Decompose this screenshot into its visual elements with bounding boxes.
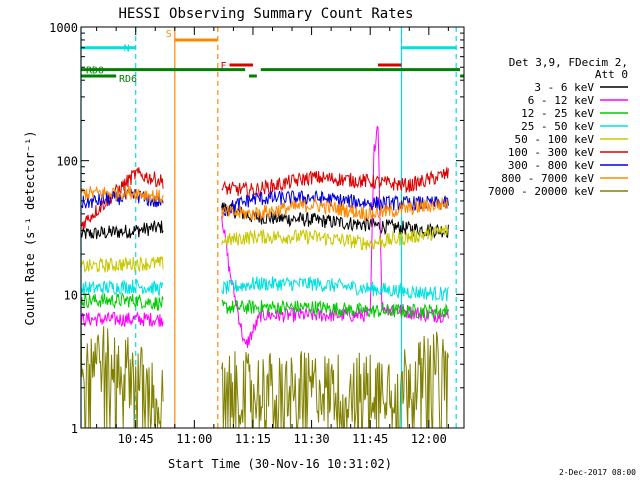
annotation-label-0: N: [124, 44, 130, 55]
series-4-segment-1: [221, 224, 449, 251]
axes: 10:45 11:00 11:15 11:30 11:45 12:00 1 10 100 1000: [49, 21, 465, 446]
series-7: [80, 185, 449, 222]
series-0-segment-1: [221, 202, 449, 239]
series-0: [80, 202, 449, 240]
legend-label-4: 50 - 100 keV: [515, 133, 595, 146]
y-tick-label-3: 1000: [49, 21, 78, 35]
series-3-segment-0: [80, 278, 164, 298]
y-tick-label-2: 100: [56, 155, 78, 169]
series-7-segment-0: [80, 185, 164, 204]
series-7-segment-1: [221, 197, 449, 222]
y-tick-label-1: 10: [64, 288, 78, 302]
annotation-label-2: S: [166, 29, 172, 40]
y-tick-label-0: 1: [71, 422, 78, 436]
series-4: [80, 224, 449, 273]
series-8: [80, 314, 449, 429]
legend-label-8: 7000 - 20000 keV: [488, 185, 594, 198]
series-8-segment-0: [80, 314, 164, 429]
legend-label-2: 12 - 25 keV: [521, 107, 594, 120]
y-axis-label: Count Rate (s⁻¹ detector⁻¹): [23, 130, 37, 325]
x-axis-label: Start Time (30-Nov-16 10:31:02): [168, 457, 392, 471]
chart-title: HESSI Observing Summary Count Rates: [118, 6, 413, 22]
series-layer: [80, 125, 449, 429]
series-1-segment-0: [80, 311, 164, 328]
legend-label-1: 6 - 12 keV: [528, 94, 595, 107]
x-tick-label-3: 11:30: [294, 432, 330, 446]
legend-header-line-1: Det 3,9, FDecim 2,: [509, 56, 628, 69]
series-3: [80, 276, 449, 302]
legend-label-5: 100 - 300 keV: [508, 146, 594, 159]
series-3-segment-1: [221, 276, 449, 302]
series-2-segment-1: [221, 299, 449, 319]
timestamp: 2-Dec-2017 08:00: [559, 468, 636, 477]
x-tick-label-0: 10:45: [118, 432, 154, 446]
legend-header-line-2: Att 0: [595, 68, 628, 81]
legend-label-3: 25 - 50 keV: [521, 120, 594, 133]
annotation-label-5: RD0: [86, 66, 104, 77]
legend-label-0: 3 - 6 keV: [534, 81, 594, 94]
x-tick-label-1: 11:00: [176, 432, 212, 446]
x-tick-label-5: 12:00: [411, 432, 447, 446]
annotation-label-3: F: [220, 61, 226, 72]
legend-label-7: 800 - 7000 keV: [501, 172, 594, 185]
series-0-segment-0: [80, 220, 164, 240]
series-5: [80, 167, 449, 229]
series-8-segment-1: [221, 331, 449, 429]
x-tick-label-2: 11:15: [235, 432, 271, 446]
series-5-segment-0: [80, 167, 164, 229]
series-2-segment-0: [80, 292, 164, 311]
annotation-label-7: RD6: [119, 74, 137, 85]
series-4-segment-0: [80, 256, 164, 273]
series-2: [80, 292, 449, 319]
legend-label-6: 300 - 800 keV: [508, 159, 594, 172]
series-5-segment-1: [221, 167, 449, 199]
x-tick-label-4: 11:45: [352, 432, 388, 446]
annotation-layer: N S F RD0 RD6: [81, 29, 464, 85]
